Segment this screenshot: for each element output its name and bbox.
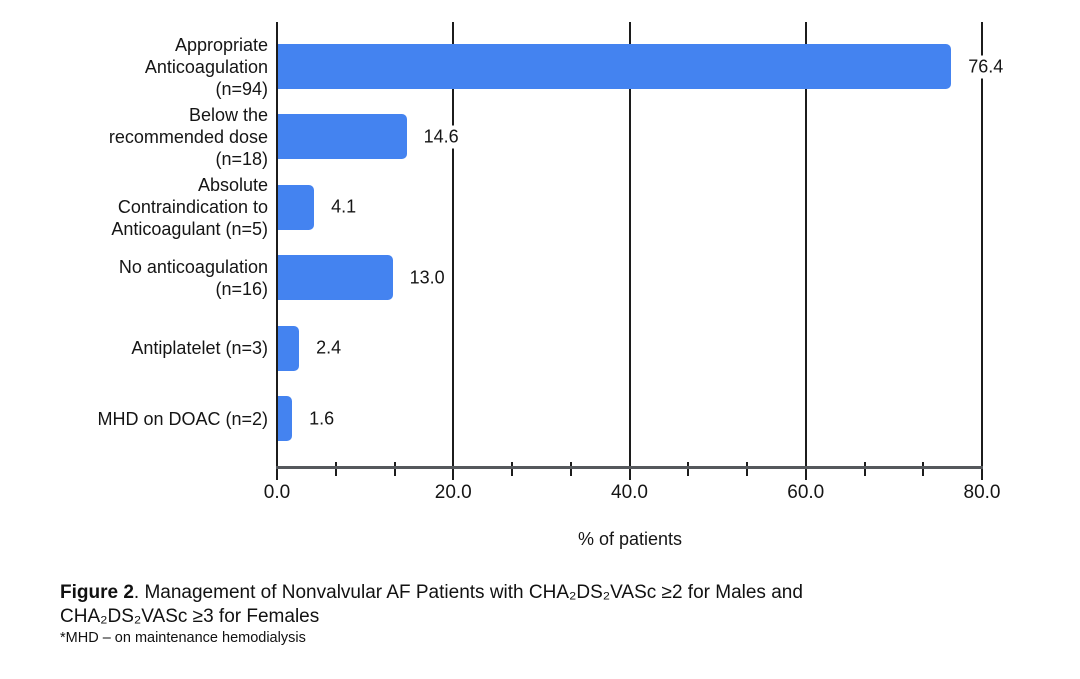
category-label-line: No anticoagulation bbox=[118, 256, 268, 277]
x-minor-tick bbox=[393, 462, 396, 476]
bar-0 bbox=[278, 44, 952, 89]
category-label-5: MHD on DOAC (n=2) bbox=[0, 408, 268, 430]
category-label-3: No anticoagulation (n=16) bbox=[0, 256, 268, 300]
value-label-5: 1.6 bbox=[307, 407, 337, 430]
figure-footnote: *MHD – on maintenance hemodialysis bbox=[60, 630, 306, 646]
category-label-line: (n=18) bbox=[215, 148, 268, 169]
gridline-20.0 bbox=[452, 22, 455, 480]
bar-4 bbox=[278, 325, 300, 371]
x-tick-label-20.0: 20.0 bbox=[434, 482, 472, 503]
x-tick-label-0.0: 0.0 bbox=[263, 482, 291, 503]
value-label-3: 13.0 bbox=[407, 266, 447, 290]
x-tick-label-60.0: 60.0 bbox=[787, 482, 825, 503]
category-label-line: (n=16) bbox=[215, 278, 268, 299]
x-tick-label-80.0: 80.0 bbox=[963, 482, 1001, 503]
category-label-line: Below the bbox=[188, 104, 268, 125]
x-minor-tick bbox=[746, 462, 748, 476]
bar-1 bbox=[278, 114, 407, 160]
category-label-0: Appropriate Anticoagulation (n=94) bbox=[0, 34, 268, 100]
gridline-80.0 bbox=[981, 22, 983, 480]
x-minor-tick bbox=[511, 462, 513, 476]
bar-2 bbox=[278, 184, 315, 230]
x-minor-tick bbox=[863, 462, 866, 476]
category-label-line: (n=94) bbox=[215, 78, 268, 99]
category-label-1: Below the recommended dose (n=18) bbox=[0, 104, 268, 170]
value-label-4: 2.4 bbox=[314, 336, 344, 360]
figure-caption-line1: . Management of Nonvalvular AF Patients … bbox=[133, 582, 803, 603]
gridline-60.0 bbox=[804, 22, 807, 480]
x-axis-title: % of patients bbox=[577, 529, 683, 549]
x-minor-tick bbox=[687, 462, 690, 476]
category-label-line: Antiplatelet (n=3) bbox=[131, 338, 268, 359]
category-label-line: recommended dose bbox=[108, 126, 268, 147]
figure-caption: Figure 2. Management of Nonvalvular AF P… bbox=[60, 581, 1040, 629]
figure-caption-number: Figure 2 bbox=[60, 582, 134, 603]
value-label-2: 4.1 bbox=[329, 195, 359, 219]
category-label-4: Antiplatelet (n=3) bbox=[0, 337, 268, 359]
x-tick-label-40.0: 40.0 bbox=[611, 482, 648, 503]
x-axis-line bbox=[276, 466, 983, 469]
category-label-line: Absolute bbox=[197, 175, 268, 196]
bar-5 bbox=[278, 396, 293, 441]
value-label-1: 14.6 bbox=[421, 125, 461, 149]
x-minor-tick bbox=[569, 462, 572, 476]
x-minor-tick bbox=[334, 462, 337, 476]
category-label-2: Absolute Contraindication to Anticoagulant… bbox=[0, 174, 268, 240]
gridline-40.0 bbox=[628, 22, 631, 480]
category-label-line: Appropriate bbox=[174, 34, 268, 55]
category-label-line: Contraindication to bbox=[117, 197, 268, 218]
category-label-line: Anticoagulation bbox=[144, 56, 268, 77]
figure-caption-line2: CHA₂DS₂VASc ≥3 for Females bbox=[60, 606, 320, 627]
y-axis-line bbox=[276, 22, 278, 480]
value-label-0: 76.4 bbox=[966, 55, 1006, 78]
bar-3 bbox=[278, 255, 393, 301]
category-label-line: Anticoagulant (n=5) bbox=[111, 219, 268, 240]
x-minor-tick bbox=[922, 462, 925, 476]
category-label-line: MHD on DOAC (n=2) bbox=[97, 408, 268, 429]
